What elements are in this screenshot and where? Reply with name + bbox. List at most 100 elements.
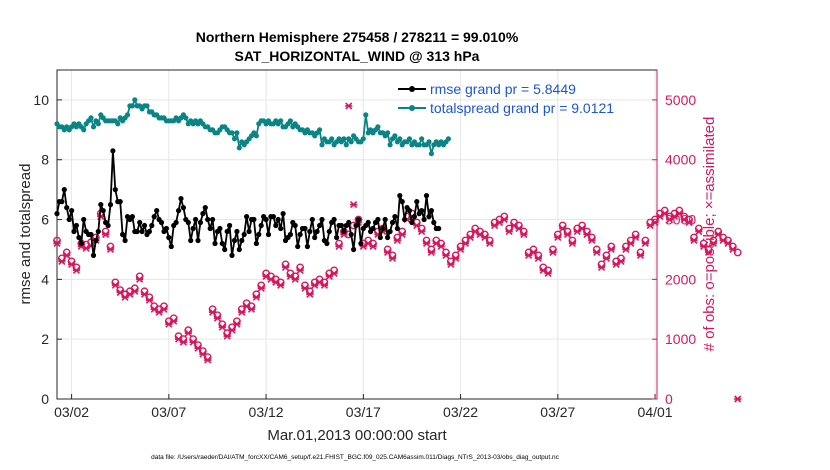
rmse-point (61, 187, 67, 193)
x-tick-label: 03/02 (54, 404, 89, 420)
rmse-point (141, 222, 148, 229)
obs-assimilated-marker (422, 239, 431, 248)
obs-assimilated-marker (481, 233, 489, 242)
legend-rmse-label: rmse grand pr = 5.8449 (430, 81, 576, 97)
y-left-tick-label: 10 (33, 92, 49, 108)
obs-assimilated-marker (452, 254, 460, 262)
rmse-point (278, 225, 284, 232)
y-left-tick-label: 6 (41, 212, 49, 228)
rmse-point (353, 222, 359, 229)
rmse-point (324, 240, 330, 247)
rmse-point (154, 208, 160, 214)
obs-assimilated-marker (568, 239, 576, 248)
rmse-point (158, 219, 165, 226)
obs-assimilated-marker (427, 248, 435, 257)
rmse-point (246, 228, 252, 235)
totalspread-point (95, 121, 101, 127)
rmse-point (351, 246, 357, 253)
rmse-point (348, 231, 354, 238)
series-layer (53, 97, 742, 403)
obs-assimilated-marker (729, 245, 737, 254)
obs-assimilated-marker (583, 230, 591, 239)
obs-assimilated-marker (345, 102, 353, 110)
rmse-point (168, 243, 174, 250)
obs-assimilated-marker (549, 248, 557, 257)
rmse-point (146, 228, 152, 235)
obs-assimilated-marker (398, 230, 406, 239)
obs-assimilated-marker (247, 305, 256, 313)
obs-assimilated-marker (607, 245, 615, 254)
obs-assimilated-marker (466, 233, 474, 242)
rmse-point (297, 231, 303, 238)
obs-assimilated-marker (486, 239, 494, 248)
obs-assimilated-marker (418, 227, 426, 236)
rmse-point (105, 222, 111, 229)
totalspread-point (115, 121, 121, 127)
totalspread-point (375, 124, 381, 130)
rmse-point (304, 243, 310, 250)
obs-assimilated-marker (204, 356, 212, 364)
rmse-point (59, 199, 65, 205)
obs-assimilated-marker (704, 248, 713, 257)
totalspread-point (234, 130, 240, 136)
obs-assimilated-marker (131, 287, 139, 295)
obs-assimilated-marker (136, 275, 144, 283)
totalspread-point (392, 133, 398, 139)
rmse-point (207, 225, 213, 232)
totalspread-point (428, 151, 434, 157)
rmse-point (190, 225, 196, 232)
rmse-point (314, 228, 320, 235)
obs-assimilated-marker (515, 224, 523, 233)
rmse-point (394, 225, 400, 232)
rmse-point (338, 222, 344, 229)
legend-spread-marker (409, 105, 415, 111)
rmse-point (380, 225, 386, 232)
rmse-point (331, 216, 337, 223)
obs-assimilated-marker (641, 239, 649, 248)
obs-assimilated-marker (690, 236, 698, 245)
obs-assimilated-marker (238, 308, 246, 316)
rmse-point (202, 205, 208, 211)
rmse-point (431, 219, 437, 226)
obs-assimilated-marker (330, 269, 338, 277)
rmse-point (78, 240, 84, 247)
obs-assimilated-marker (306, 290, 314, 298)
rmse-point (241, 231, 247, 238)
rmse-point (428, 208, 434, 214)
obs-assimilated-marker (456, 245, 465, 254)
rmse-point (95, 228, 101, 235)
rmse-point (295, 243, 301, 250)
totalspread-point (81, 127, 87, 133)
obs-assimilated-marker (602, 254, 611, 262)
y-right-tick-label: 5000 (665, 92, 696, 108)
rmse-point (411, 214, 417, 220)
totalspread-point (124, 112, 131, 118)
rmse-point (436, 225, 442, 232)
totalspread-point (132, 97, 138, 103)
rmse-point (134, 228, 140, 235)
rmse-point (385, 234, 391, 241)
rmse-point (90, 252, 97, 258)
obs-assimilated-marker (442, 251, 450, 260)
legend-spread-label: totalspread grand pr = 9.0121 (430, 100, 614, 116)
totalspread-point (183, 115, 189, 121)
y-left-tick-label: 8 (41, 152, 49, 168)
axes-layer: 03/02 03/07 03/12 03/17 03/22 03/27 04/0102468… (33, 70, 696, 420)
obs-assimilated-marker (388, 254, 397, 262)
rmse-point (275, 216, 281, 223)
rmse-point (234, 228, 240, 235)
rmse-point (326, 228, 332, 235)
obs-assimilated-marker (617, 257, 625, 265)
y-right-tick-label: 1000 (665, 331, 696, 347)
totalspread-point (419, 136, 425, 142)
rmse-point (346, 219, 352, 226)
obs-assimilated-marker (228, 326, 236, 334)
obs-assimilated-marker (184, 329, 192, 337)
obs-assimilated-marker (413, 221, 421, 230)
rmse-point (365, 219, 371, 226)
obs-assimilated-marker (447, 260, 455, 268)
obs-assimilated-marker (695, 227, 703, 236)
obs-assimilated-marker (208, 308, 217, 316)
x-axis-label: Mar.01,2013 00:00:00 start (267, 427, 447, 444)
rmse-point (355, 216, 362, 223)
